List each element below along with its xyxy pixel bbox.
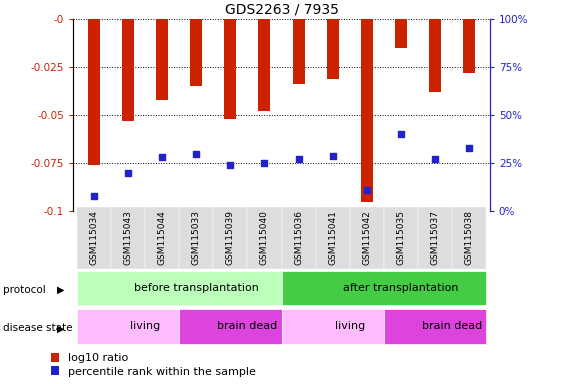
Bar bbox=[88, 19, 100, 165]
Point bbox=[89, 193, 98, 199]
Bar bbox=[361, 19, 373, 202]
Bar bbox=[224, 19, 236, 119]
Bar bbox=[258, 19, 270, 111]
Text: brain dead: brain dead bbox=[217, 321, 278, 331]
Bar bbox=[327, 19, 339, 79]
Bar bbox=[77, 207, 111, 269]
Point bbox=[363, 187, 372, 193]
Text: GSM115044: GSM115044 bbox=[158, 210, 167, 265]
Point bbox=[123, 170, 132, 176]
Point bbox=[260, 160, 269, 166]
Bar bbox=[77, 271, 282, 305]
Point bbox=[396, 131, 405, 137]
Bar bbox=[247, 207, 282, 269]
Bar bbox=[282, 207, 316, 269]
Text: GSM115038: GSM115038 bbox=[465, 210, 474, 265]
Bar bbox=[179, 309, 282, 344]
Bar bbox=[452, 207, 486, 269]
Text: GSM115034: GSM115034 bbox=[89, 210, 98, 265]
Text: GSM115042: GSM115042 bbox=[363, 210, 372, 265]
Bar bbox=[122, 19, 134, 121]
Text: GSM115037: GSM115037 bbox=[431, 210, 440, 265]
Text: GSM115039: GSM115039 bbox=[226, 210, 235, 265]
Bar bbox=[156, 19, 168, 100]
Bar bbox=[395, 19, 407, 48]
Point bbox=[294, 156, 303, 162]
Text: living: living bbox=[130, 321, 160, 331]
Text: brain dead: brain dead bbox=[422, 321, 482, 331]
Bar bbox=[111, 207, 145, 269]
Point bbox=[465, 145, 474, 151]
Bar bbox=[190, 19, 202, 86]
Point bbox=[191, 151, 200, 157]
Text: living: living bbox=[334, 321, 365, 331]
Text: protocol: protocol bbox=[3, 285, 46, 295]
Bar bbox=[316, 207, 350, 269]
Text: disease state: disease state bbox=[3, 323, 72, 333]
Bar bbox=[145, 207, 179, 269]
Text: ▶: ▶ bbox=[57, 323, 65, 333]
Bar bbox=[282, 309, 384, 344]
Title: GDS2263 / 7935: GDS2263 / 7935 bbox=[225, 3, 338, 17]
Bar bbox=[213, 207, 247, 269]
Point bbox=[328, 152, 337, 159]
Bar bbox=[350, 207, 384, 269]
Bar bbox=[179, 207, 213, 269]
Text: ▶: ▶ bbox=[57, 285, 65, 295]
Text: GSM115036: GSM115036 bbox=[294, 210, 303, 265]
Text: GSM115033: GSM115033 bbox=[191, 210, 200, 265]
Bar bbox=[384, 309, 486, 344]
Legend: log10 ratio, percentile rank within the sample: log10 ratio, percentile rank within the … bbox=[51, 353, 256, 377]
Bar bbox=[418, 207, 452, 269]
Text: GSM115043: GSM115043 bbox=[123, 210, 132, 265]
Bar bbox=[463, 19, 475, 73]
Text: GSM115035: GSM115035 bbox=[396, 210, 405, 265]
Bar bbox=[384, 207, 418, 269]
Point bbox=[226, 162, 235, 168]
Point bbox=[431, 156, 440, 162]
Bar bbox=[429, 19, 441, 92]
Text: GSM115040: GSM115040 bbox=[260, 210, 269, 265]
Bar bbox=[282, 271, 486, 305]
Bar bbox=[293, 19, 305, 84]
Point bbox=[158, 154, 167, 161]
Bar bbox=[77, 309, 179, 344]
Text: GSM115041: GSM115041 bbox=[328, 210, 337, 265]
Text: after transplantation: after transplantation bbox=[343, 283, 459, 293]
Text: before transplantation: before transplantation bbox=[133, 283, 258, 293]
